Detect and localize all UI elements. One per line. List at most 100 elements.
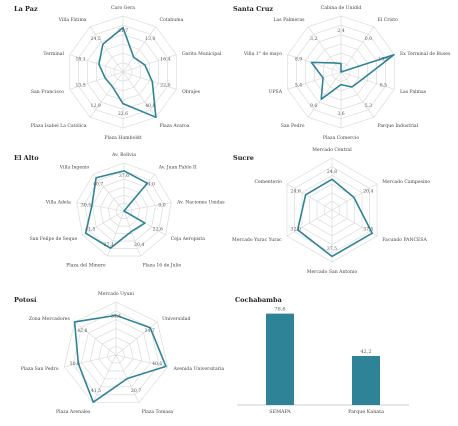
data-label: 3,6 (337, 111, 344, 117)
radar-chart-santa-cruz: Cabina de Unidid 2,4 El Cristo 0,0 Ex Termin… (243, 5, 451, 141)
category-label: Plaza Arenales (56, 409, 91, 415)
axis-spoke (64, 354, 117, 368)
bar (266, 313, 294, 405)
data-label: 41,5 (85, 226, 95, 232)
data-label: 6,5 (380, 82, 387, 88)
radar-panel-la-paz: La Paz Caro Gera 31,7 Cotahuma 13,0 Garita M… (0, 0, 229, 142)
category-label: Terminal (43, 51, 64, 57)
data-label: 0,0 (365, 36, 372, 42)
data-label: 41,5 (91, 388, 101, 394)
axis-spoke (74, 321, 117, 356)
category-label: Plaza San Pedro (21, 366, 59, 372)
axis-spoke (122, 54, 177, 73)
grid-ring (92, 178, 156, 242)
category-label: Plaza Isabel La Católica (31, 122, 87, 129)
data-label: 42,8 (77, 328, 87, 334)
axis-spoke (307, 26, 342, 73)
category-label: Facundo PANCESA (382, 237, 427, 243)
data-label: 24,5 (91, 36, 101, 42)
grid-ring (89, 328, 143, 380)
data-label: 2,4 (337, 28, 344, 34)
grid-ring (76, 162, 172, 257)
bar-chart-cochabamba: 78,6 SEMAPA 42,2 Parque Kanata (237, 307, 409, 415)
category-label: Mercado Campesino (382, 179, 430, 185)
data-label: 24,8 (327, 169, 337, 175)
radar-chart-sucre: Mercado Central 24,8 Mercado Campesino 20,4… (232, 147, 430, 275)
axis-spoke (69, 54, 124, 73)
axis-spoke (122, 26, 157, 73)
category-label: Ex Terminal de Buses (400, 51, 451, 57)
grid-ring (115, 202, 133, 219)
axis-spoke (286, 183, 333, 211)
chart-title: Potosí (14, 296, 37, 304)
category-label: Ceja Aeropista (171, 236, 205, 242)
axis-spoke (307, 71, 342, 118)
category-label: Mercado Uyuni (98, 291, 134, 297)
axis-spoke (340, 26, 375, 73)
category-label: Universidad (162, 316, 190, 322)
data-label: 24,6 (291, 188, 301, 194)
axis-spoke (340, 71, 395, 90)
data-label: 31,7 (118, 28, 128, 34)
data-label: 13,0 (145, 36, 155, 42)
category-label: Avenida Universitaria (173, 366, 225, 372)
category-label: Plaza Comercio (323, 135, 360, 141)
data-label: 34,7 (145, 328, 155, 334)
data-label: 30,5 (81, 202, 91, 208)
axis-spoke (89, 71, 124, 118)
data-label: 18,1 (75, 57, 85, 63)
category-label: Mercado San Antonio (307, 269, 358, 275)
chart-title: Santa Cruz (233, 5, 274, 13)
grid-ring (100, 186, 148, 234)
category-label: Parque Industrial (377, 123, 418, 129)
category-label: Villa Adela (45, 200, 71, 206)
category-label: Zona Mercadores (29, 316, 71, 322)
axis-spoke (123, 210, 141, 257)
data-label: 40,6 (152, 361, 162, 367)
data-label: 20,7 (131, 388, 141, 394)
axis-spoke (69, 71, 124, 90)
data-label: 13,5 (75, 82, 85, 88)
grid-ring (107, 194, 141, 227)
radar-chart-potosi: Mercado Uyuni 31,4 Universidad 34,7 Avenida … (21, 291, 225, 415)
chart-title: Cochabamba (235, 296, 282, 304)
data-label: 30,6 (70, 361, 80, 367)
data-label: 0,0 (158, 202, 165, 208)
data-label: 8,9 (295, 57, 302, 63)
data-label: 15,9 (378, 57, 388, 63)
bar-panel-cochabamba: Cochabamba 78,6 SEMAPA 42,2 Parque Kanata (229, 292, 458, 426)
series-line (73, 314, 167, 403)
data-label: 20,4 (363, 188, 373, 194)
radar-chart-la-paz: Caro Gera 31,7 Cotahuma 13,0 Garita Municipa… (31, 5, 222, 141)
category-label: Plaza Avaroa (159, 123, 189, 129)
data-label: 37,1 (104, 242, 114, 248)
category-label: Plaza 16 de Julio (142, 263, 181, 269)
axis-spoke (76, 202, 125, 212)
data-label: 20,4 (134, 242, 144, 248)
category-label: Mercado Central (312, 147, 352, 153)
category-label: Mercado Yurac Yurac (232, 237, 282, 243)
radar-panel-sucre: Sucre Mercado Central 24,8 Mercado Campesi… (229, 147, 458, 275)
data-label: 5,3 (365, 103, 372, 109)
chart-title: La Paz (14, 5, 38, 13)
data-label: 37,6 (119, 173, 129, 179)
category-label: Parque Kanata (348, 409, 384, 415)
category-label: Villa Fátima (58, 16, 87, 23)
radar-panel-el-alto: El Alto Av. Bolivia 37,6 Av. Juan Pablo II… (0, 150, 229, 270)
grid-ring (64, 301, 168, 404)
data-label: 5,4 (295, 82, 302, 88)
axis-spoke (92, 354, 117, 403)
data-label: 12,9 (91, 103, 101, 109)
data-label: 22,6 (153, 226, 163, 232)
grid-ring (98, 337, 134, 372)
category-label: Cementerio (255, 179, 282, 185)
axis-spoke (286, 209, 333, 237)
data-label: 42,2 (360, 349, 371, 355)
category-label: Cabina de Unidid (321, 5, 362, 11)
chart-title: El Alto (14, 154, 39, 162)
axis-spoke (287, 71, 342, 90)
category-label: Villa 1° de mayo (243, 51, 282, 57)
category-label: Plaza Tomasa (142, 409, 174, 415)
axis-spoke (123, 202, 172, 212)
category-label: SEMAPA (269, 409, 291, 415)
